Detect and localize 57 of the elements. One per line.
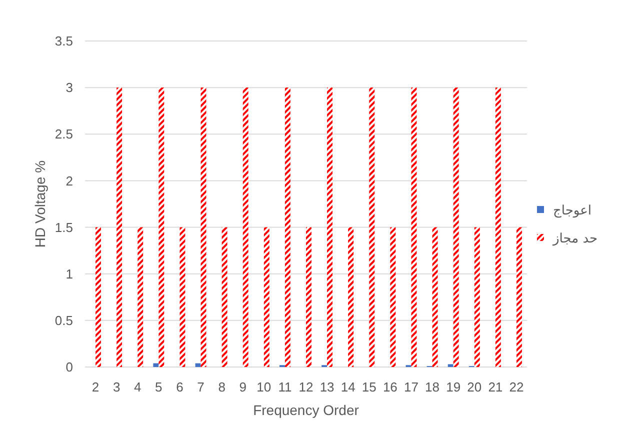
y-tick-label: 0.5 — [54, 312, 73, 328]
legend-label: حد مجاز — [552, 232, 598, 247]
bar — [453, 88, 459, 367]
bar — [96, 227, 101, 367]
bar — [516, 227, 522, 367]
x-tick-label: 15 — [362, 380, 376, 395]
bar — [138, 227, 144, 367]
y-axis-title: HD Voltage % — [32, 160, 48, 248]
x-tick-label: 10 — [256, 380, 272, 395]
bar — [200, 88, 206, 367]
bar — [348, 227, 354, 367]
bar — [432, 227, 438, 367]
bar — [264, 227, 270, 367]
x-tick-label: 11 — [278, 380, 292, 395]
x-tick-label: 12 — [298, 380, 314, 395]
x-tick-label: 2 — [92, 380, 100, 395]
bar — [153, 363, 159, 367]
legend-label: اعوجاج — [553, 204, 592, 219]
bar — [180, 227, 186, 367]
bar — [242, 88, 248, 367]
y-tick-label: 3.5 — [54, 34, 73, 49]
bar — [411, 88, 417, 367]
bar — [369, 88, 375, 367]
bar — [284, 88, 290, 367]
bar — [327, 88, 333, 367]
x-tick-label: 16 — [382, 380, 398, 395]
y-tick-label: 2.5 — [54, 126, 73, 142]
y-tick-label: 2 — [66, 173, 73, 188]
x-tick-label: 22 — [509, 380, 524, 395]
bar — [495, 88, 501, 367]
x-axis-title: Frequency Order — [253, 402, 360, 418]
y-tick-label: 0 — [66, 360, 73, 375]
y-tick-label: 1.5 — [54, 220, 73, 235]
x-tick-label: 5 — [155, 380, 162, 395]
bar — [222, 227, 228, 367]
y-tick-label: 3 — [66, 80, 73, 96]
x-tick-label: 17 — [404, 380, 418, 395]
x-tick-label: 3 — [112, 380, 120, 395]
bar — [474, 227, 480, 367]
x-tick-label: 6 — [176, 380, 184, 395]
bar — [390, 227, 396, 367]
x-tick-label: 13 — [320, 380, 334, 395]
x-tick-label: 8 — [218, 380, 226, 395]
x-tick-label: 18 — [425, 380, 440, 395]
bar — [448, 364, 454, 367]
bar — [195, 363, 201, 367]
x-tick-label: 9 — [239, 380, 246, 395]
x-tick-label: 4 — [134, 380, 142, 395]
x-tick-label: 21 — [488, 380, 503, 395]
x-tick-label: 20 — [467, 380, 482, 395]
bar — [306, 227, 312, 367]
bar — [158, 88, 164, 367]
x-tick-label: 7 — [197, 380, 204, 395]
y-tick-label: 1 — [66, 266, 73, 282]
x-tick-label: 19 — [446, 380, 461, 395]
bar — [116, 88, 122, 367]
x-tick-label: 14 — [340, 380, 356, 395]
